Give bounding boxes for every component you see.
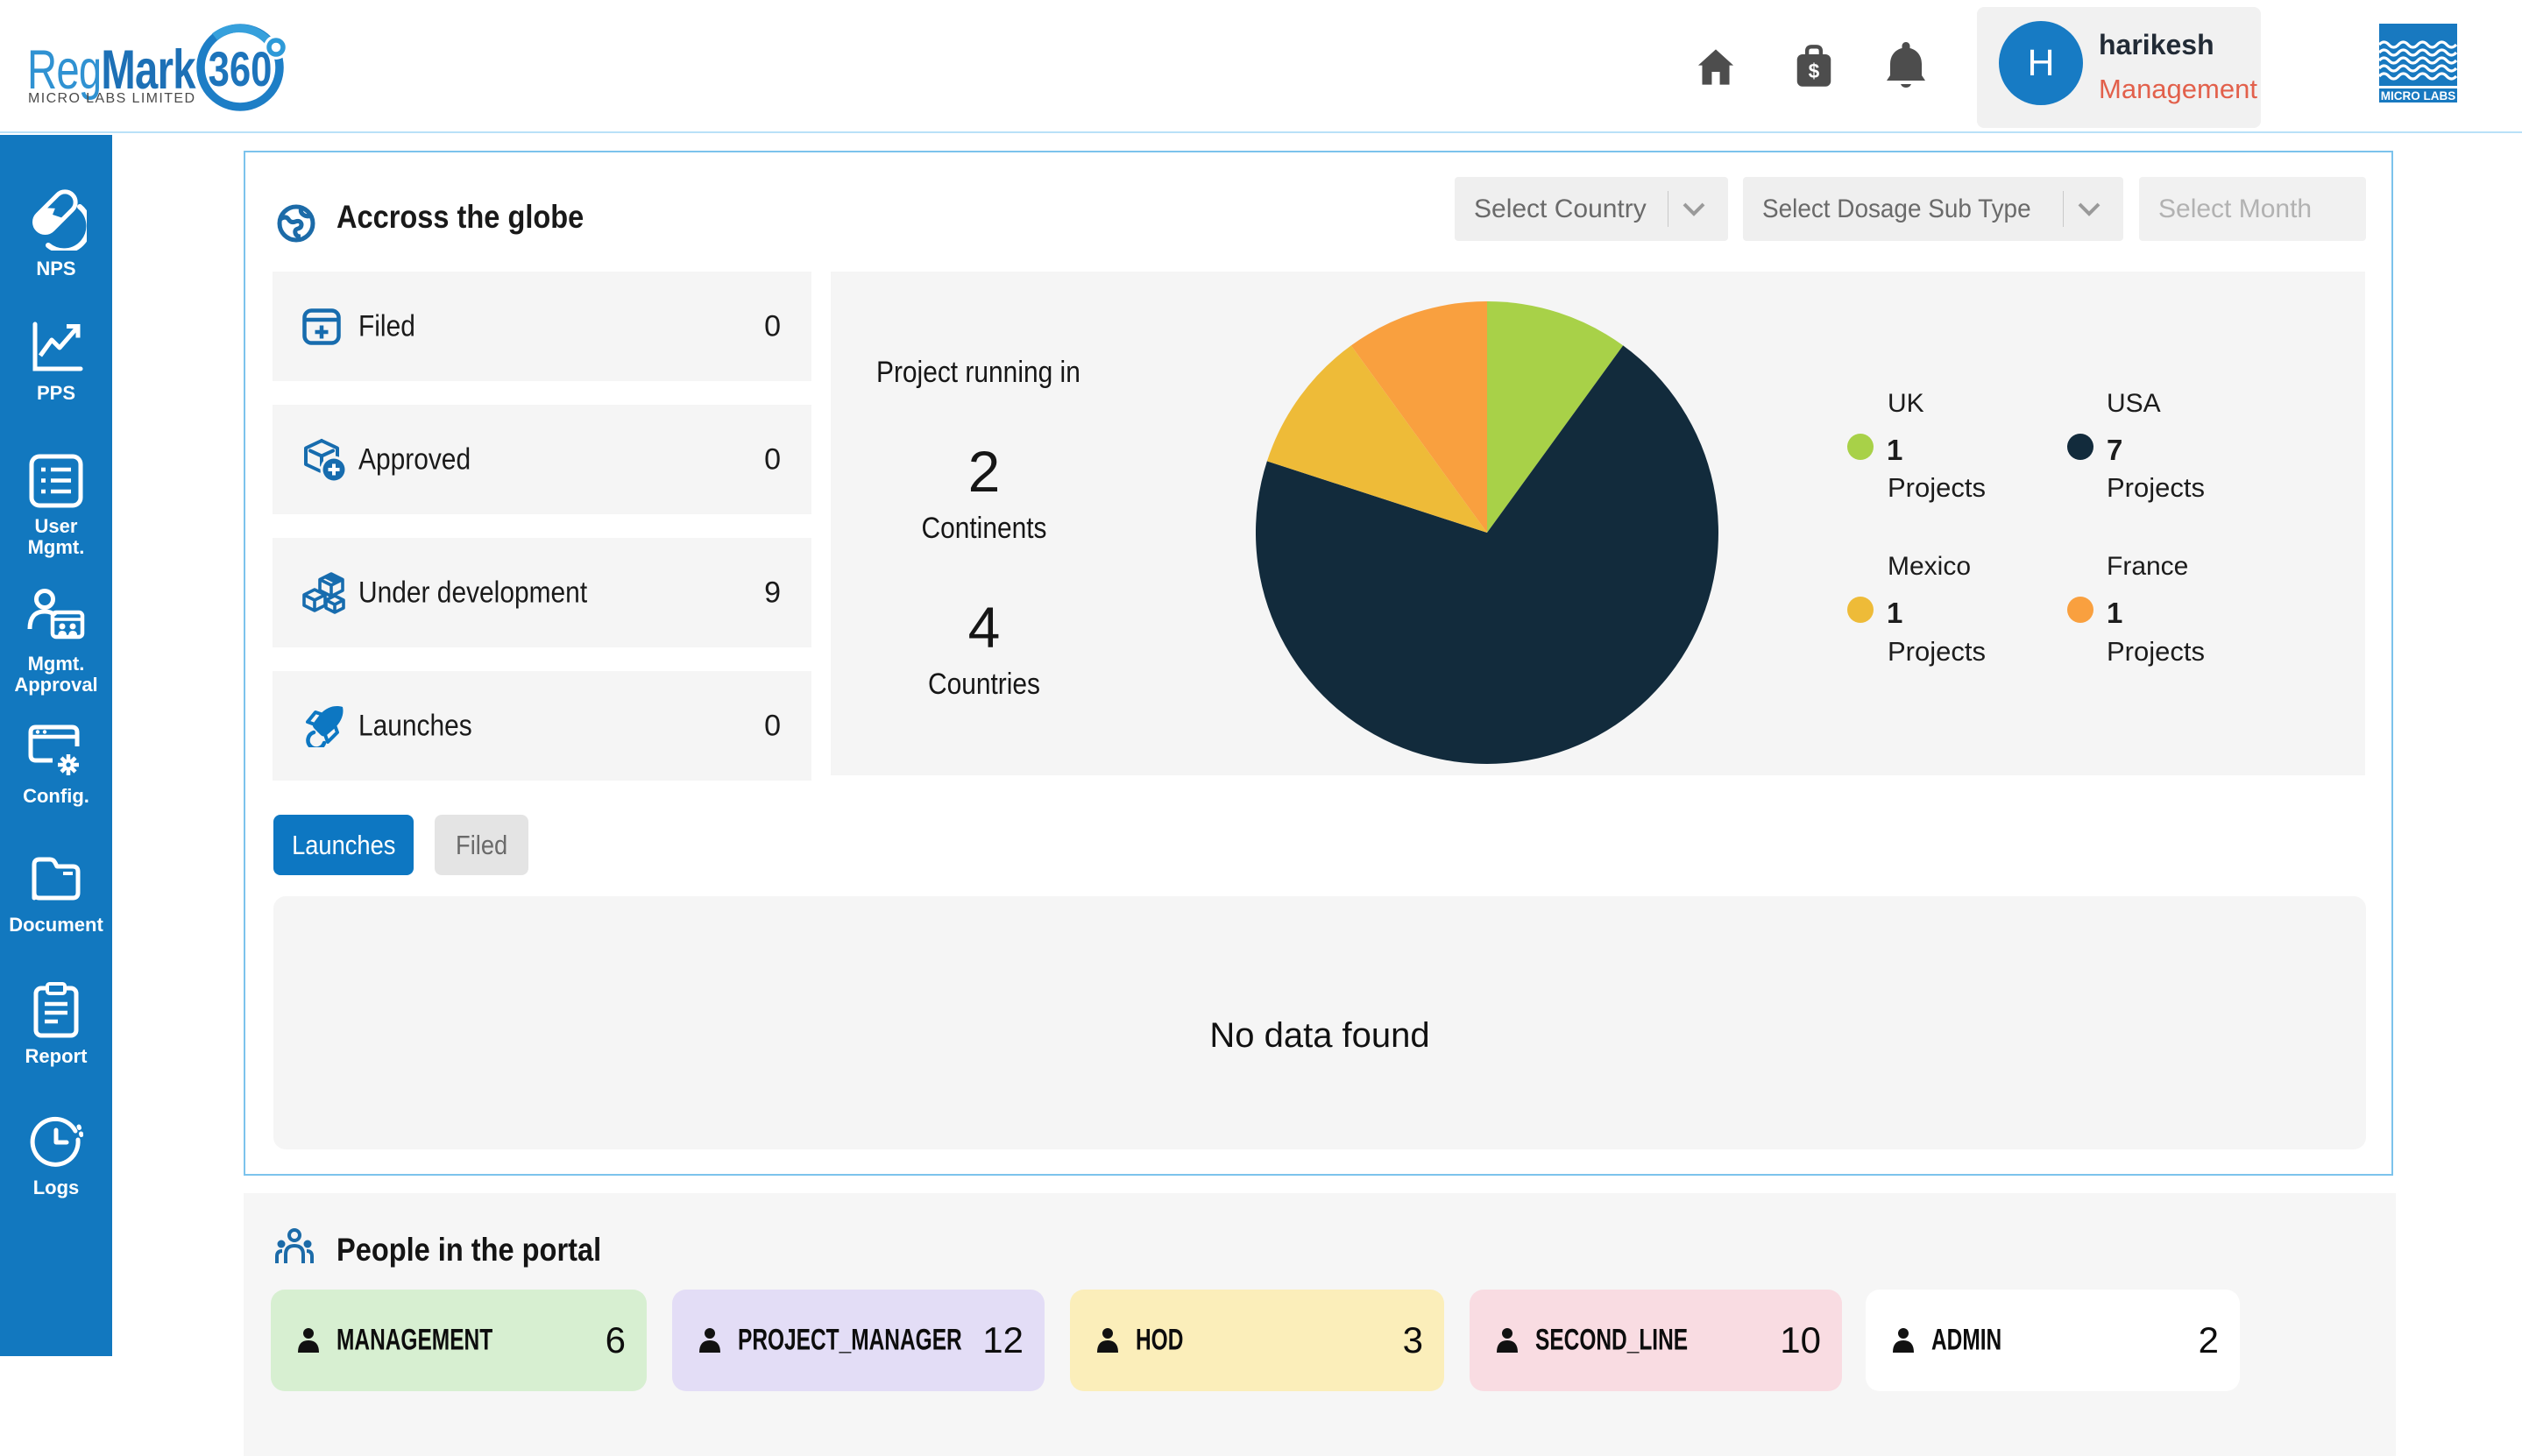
- svg-text:$: $: [1809, 60, 1820, 82]
- svg-text:360: 360: [209, 42, 273, 96]
- svg-text:MICRO LABS: MICRO LABS: [2381, 89, 2456, 102]
